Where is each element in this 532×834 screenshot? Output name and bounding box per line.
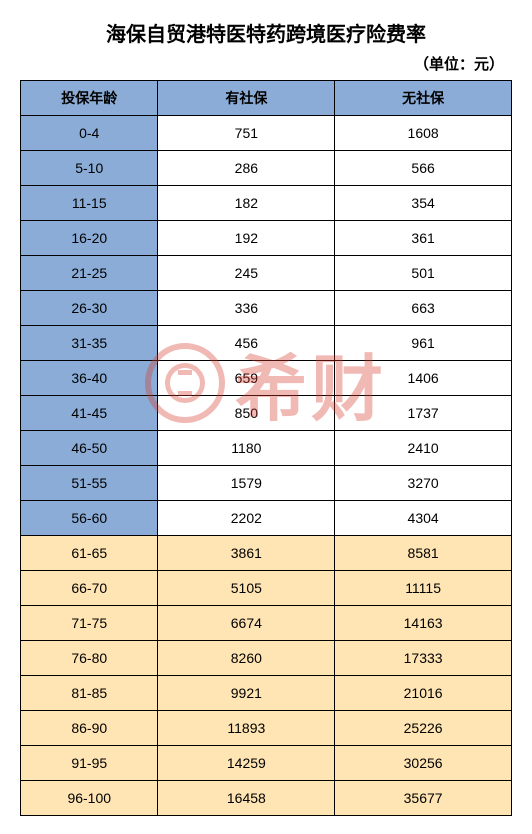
unit-label: （单位：元） — [20, 53, 512, 74]
cell-without: 361 — [335, 221, 512, 256]
cell-age: 11-15 — [21, 186, 158, 221]
cell-with: 6674 — [158, 606, 335, 641]
cell-age: 76-80 — [21, 641, 158, 676]
cell-without: 8581 — [335, 536, 512, 571]
cell-with: 182 — [158, 186, 335, 221]
col-header-age: 投保年龄 — [21, 81, 158, 116]
table-row: 11-15182354 — [21, 186, 512, 221]
table-row: 91-951425930256 — [21, 746, 512, 781]
rate-table: 投保年龄 有社保 无社保 0-475116085-1028656611-1518… — [20, 80, 512, 816]
cell-without: 4304 — [335, 501, 512, 536]
cell-without: 2410 — [335, 431, 512, 466]
col-header-with: 有社保 — [158, 81, 335, 116]
cell-with: 3861 — [158, 536, 335, 571]
cell-without: 17333 — [335, 641, 512, 676]
cell-without: 354 — [335, 186, 512, 221]
cell-without: 663 — [335, 291, 512, 326]
cell-with: 192 — [158, 221, 335, 256]
cell-without: 1406 — [335, 361, 512, 396]
cell-without: 1737 — [335, 396, 512, 431]
cell-with: 336 — [158, 291, 335, 326]
table-row: 46-5011802410 — [21, 431, 512, 466]
cell-with: 659 — [158, 361, 335, 396]
table-row: 81-85992121016 — [21, 676, 512, 711]
cell-age: 36-40 — [21, 361, 158, 396]
page-title: 海保自贸港特医特药跨境医疗险费率 — [20, 18, 512, 47]
cell-without: 3270 — [335, 466, 512, 501]
cell-without: 11115 — [335, 571, 512, 606]
cell-age: 61-65 — [21, 536, 158, 571]
table-row: 0-47511608 — [21, 116, 512, 151]
cell-without: 501 — [335, 256, 512, 291]
cell-without: 25226 — [335, 711, 512, 746]
cell-age: 5-10 — [21, 151, 158, 186]
cell-with: 5105 — [158, 571, 335, 606]
cell-with: 8260 — [158, 641, 335, 676]
cell-without: 14163 — [335, 606, 512, 641]
table-row: 61-6538618581 — [21, 536, 512, 571]
table-header-row: 投保年龄 有社保 无社保 — [21, 81, 512, 116]
cell-age: 31-35 — [21, 326, 158, 361]
table-row: 16-20192361 — [21, 221, 512, 256]
cell-age: 71-75 — [21, 606, 158, 641]
cell-with: 2202 — [158, 501, 335, 536]
table-row: 36-406591406 — [21, 361, 512, 396]
cell-with: 14259 — [158, 746, 335, 781]
cell-age: 41-45 — [21, 396, 158, 431]
table-row: 26-30336663 — [21, 291, 512, 326]
cell-age: 96-100 — [21, 781, 158, 816]
cell-without: 21016 — [335, 676, 512, 711]
cell-age: 86-90 — [21, 711, 158, 746]
cell-age: 16-20 — [21, 221, 158, 256]
cell-age: 51-55 — [21, 466, 158, 501]
cell-with: 1180 — [158, 431, 335, 466]
table-row: 66-70510511115 — [21, 571, 512, 606]
cell-with: 245 — [158, 256, 335, 291]
cell-with: 9921 — [158, 676, 335, 711]
cell-with: 11893 — [158, 711, 335, 746]
cell-age: 26-30 — [21, 291, 158, 326]
table-row: 51-5515793270 — [21, 466, 512, 501]
cell-without: 961 — [335, 326, 512, 361]
cell-with: 286 — [158, 151, 335, 186]
cell-age: 21-25 — [21, 256, 158, 291]
cell-age: 46-50 — [21, 431, 158, 466]
table-row: 5-10286566 — [21, 151, 512, 186]
cell-with: 456 — [158, 326, 335, 361]
cell-without: 1608 — [335, 116, 512, 151]
cell-with: 16458 — [158, 781, 335, 816]
table-row: 96-1001645835677 — [21, 781, 512, 816]
table-row: 76-80826017333 — [21, 641, 512, 676]
cell-with: 850 — [158, 396, 335, 431]
cell-age: 66-70 — [21, 571, 158, 606]
cell-age: 0-4 — [21, 116, 158, 151]
table-row: 56-6022024304 — [21, 501, 512, 536]
table-row: 41-458501737 — [21, 396, 512, 431]
table-row: 86-901189325226 — [21, 711, 512, 746]
cell-without: 30256 — [335, 746, 512, 781]
col-header-without: 无社保 — [335, 81, 512, 116]
table-row: 31-35456961 — [21, 326, 512, 361]
cell-age: 91-95 — [21, 746, 158, 781]
table-row: 21-25245501 — [21, 256, 512, 291]
cell-without: 35677 — [335, 781, 512, 816]
cell-with: 751 — [158, 116, 335, 151]
cell-age: 81-85 — [21, 676, 158, 711]
cell-without: 566 — [335, 151, 512, 186]
cell-age: 56-60 — [21, 501, 158, 536]
cell-with: 1579 — [158, 466, 335, 501]
table-row: 71-75667414163 — [21, 606, 512, 641]
